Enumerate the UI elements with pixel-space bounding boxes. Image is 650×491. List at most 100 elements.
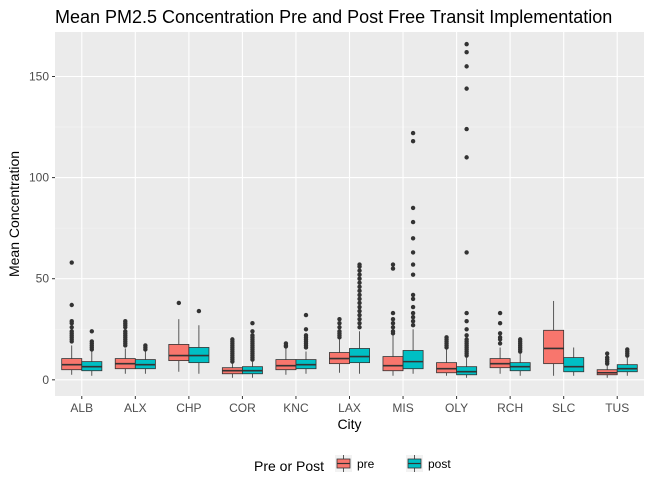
outlier-point <box>390 329 396 334</box>
outlier-point <box>464 337 469 342</box>
outlier-point <box>337 329 342 334</box>
outlier-point <box>196 308 202 314</box>
outlier-point <box>464 250 469 255</box>
outlier-point <box>143 343 148 348</box>
y-tick-label: 100 <box>29 171 49 185</box>
outlier-point <box>497 335 503 340</box>
outlier-point <box>410 296 416 302</box>
box-pre-RCH <box>489 310 511 374</box>
box-iqr <box>349 348 370 364</box>
outlier-point <box>464 50 469 55</box>
outlier-point <box>357 325 362 330</box>
outlier-point <box>464 310 469 316</box>
outlier-point <box>69 329 74 334</box>
outlier-point <box>176 300 182 306</box>
box-post-CHP <box>188 308 210 374</box>
outlier-point <box>497 310 503 316</box>
outlier-point <box>250 329 255 334</box>
outlier-point <box>69 260 74 265</box>
outlier-point <box>410 205 416 211</box>
outlier-point <box>604 351 610 356</box>
outlier-point <box>123 318 128 324</box>
outlier-point <box>303 327 309 332</box>
outlier-point <box>390 316 396 322</box>
x-tick-label: COR <box>229 401 256 415</box>
box-post-ALX <box>134 343 156 374</box>
outlier-point <box>390 266 396 271</box>
outlier-point <box>357 292 362 298</box>
outlier-point <box>250 321 255 326</box>
x-axis: ALB ALX CHP COR KNC LAX MIS OLY RCH SLC TUS <box>70 396 629 415</box>
outlier-point <box>410 139 416 144</box>
outlier-point <box>123 329 128 334</box>
x-tick-label: LAX <box>338 401 361 415</box>
outlier-point <box>357 284 362 289</box>
box-iqr <box>436 362 457 374</box>
box-post-LAX <box>349 262 370 374</box>
outlier-point <box>410 250 416 255</box>
x-tick-label: SLC <box>552 401 576 415</box>
box-post-COR <box>242 321 263 378</box>
outlier-point <box>337 325 342 330</box>
legend-label: pre <box>357 457 375 471</box>
outlier-point <box>357 262 362 267</box>
legend: Pre or Post pre post <box>254 455 451 474</box>
box-iqr <box>402 350 424 370</box>
outlier-point <box>410 304 416 310</box>
outlier-point <box>357 288 362 294</box>
x-axis-title: City <box>337 416 361 432</box>
outlier-point <box>464 86 469 91</box>
y-tick-label: 0 <box>42 373 49 387</box>
outlier-point <box>357 280 362 285</box>
outlier-point <box>410 292 416 298</box>
outlier-point <box>410 262 416 267</box>
outlier-point <box>497 331 503 336</box>
outlier-point <box>410 323 416 328</box>
box-pre-CHP <box>168 300 190 372</box>
outlier-point <box>357 276 362 281</box>
outlier-point <box>283 341 289 346</box>
outlier-point <box>357 312 362 318</box>
outlier-point <box>625 347 630 352</box>
outlier-point <box>390 310 396 316</box>
outlier-point <box>357 321 362 326</box>
x-tick-label: OLY <box>445 401 468 415</box>
outlier-point <box>69 318 74 324</box>
plot-panel <box>55 32 644 396</box>
outlier-point <box>390 325 396 330</box>
outlier-point <box>517 337 523 342</box>
outlier-point <box>303 333 309 338</box>
chart-title: Mean PM2.5 Concentration Pre and Post Fr… <box>55 7 612 27</box>
y-tick-label: 150 <box>29 69 49 83</box>
outlier-point <box>250 333 255 338</box>
outlier-point <box>357 304 362 310</box>
outlier-point <box>464 41 469 47</box>
x-tick-label: MIS <box>392 401 413 415</box>
box-pre-TUS <box>596 351 618 378</box>
outlier-point <box>410 272 416 277</box>
outlier-point <box>230 337 235 342</box>
x-tick-label: TUS <box>605 401 629 415</box>
box-pre-MIS <box>382 262 404 376</box>
outlier-point <box>604 355 610 360</box>
outlier-point <box>464 155 469 160</box>
box-iqr <box>456 366 478 376</box>
outlier-point <box>410 318 416 324</box>
outlier-point <box>464 327 469 332</box>
box-iqr <box>382 356 404 372</box>
box-post-ALB <box>81 329 103 376</box>
box-post-SLC <box>563 347 585 376</box>
outlier-point <box>357 308 362 314</box>
box-pre-SLC <box>543 300 565 376</box>
outlier-point <box>337 316 342 322</box>
box-pre-KNC <box>275 341 297 375</box>
legend-entry-pre: pre <box>335 455 375 472</box>
outlier-point <box>390 321 396 326</box>
boxplot-marks <box>61 41 638 378</box>
outlier-point <box>410 314 416 320</box>
legend-entries: pre post <box>335 455 451 472</box>
outlier-point <box>357 296 362 302</box>
x-tick-label: KNC <box>283 401 309 415</box>
outlier-point <box>357 300 362 306</box>
